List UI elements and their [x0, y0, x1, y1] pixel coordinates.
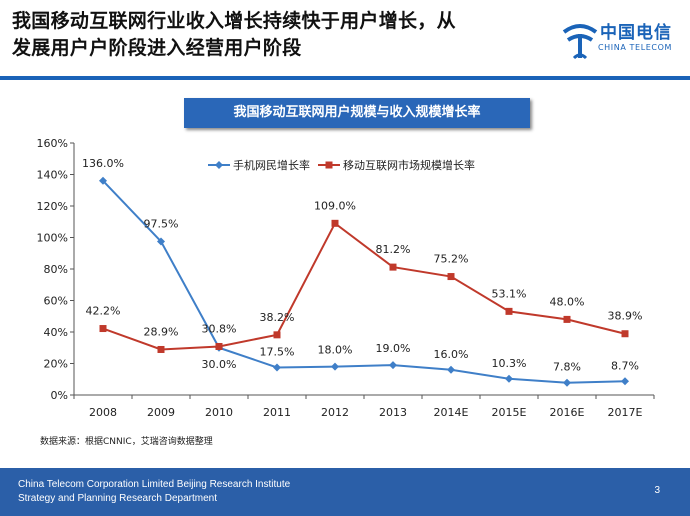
legend-label-2: 移动互联网市场规模增长率 — [343, 158, 475, 172]
title-divider — [0, 76, 690, 80]
x-tick-label: 2012 — [321, 406, 349, 419]
data-point — [157, 345, 165, 353]
slide-title-line2: 发展用户户阶段进入经营用户阶段 — [12, 37, 302, 59]
x-tick-label: 2013 — [379, 406, 407, 419]
chart-title: 我国移动互联网用户规模与收入规模增长率 — [184, 98, 530, 128]
data-point — [563, 378, 571, 387]
y-tick-label: 160% — [37, 137, 68, 150]
x-tick-label: 2008 — [89, 406, 117, 419]
data-label: 53.1% — [492, 287, 527, 300]
data-point — [621, 377, 629, 386]
legend-marker-2 — [325, 161, 333, 169]
data-label: 42.2% — [86, 305, 121, 318]
data-point — [99, 176, 107, 185]
y-tick-label: 100% — [37, 232, 68, 245]
x-tick-label: 2015E — [492, 406, 527, 419]
data-point — [389, 263, 397, 271]
data-point — [215, 342, 223, 350]
data-point — [563, 315, 571, 323]
brand-name-cn: 中国电信 — [600, 23, 672, 43]
x-tick-label: 2017E — [608, 406, 643, 419]
brand-logo: 中国电信 CHINA TELECOM — [560, 18, 680, 68]
y-tick-label: 80% — [44, 263, 68, 276]
footer-line1: China Telecom Corporation Limited Beijin… — [18, 479, 291, 490]
y-tick-label: 140% — [37, 169, 68, 182]
legend-label-1: 手机网民增长率 — [233, 158, 310, 172]
data-point — [447, 273, 455, 281]
data-point — [331, 219, 339, 227]
y-tick-label: 40% — [44, 326, 68, 339]
slide-title-line1: 我国移动互联网行业收入增长持续快于用户增长，从 — [12, 10, 456, 32]
footer-bar: China Telecom Corporation Limited Beijin… — [0, 468, 690, 516]
data-point — [99, 325, 107, 333]
data-label: 19.0% — [376, 342, 411, 355]
data-label: 75.2% — [434, 253, 469, 266]
data-label: 109.0% — [314, 199, 356, 212]
data-label: 8.7% — [611, 359, 639, 372]
data-label: 136.0% — [82, 157, 124, 170]
data-label: 38.9% — [608, 310, 643, 323]
brand-name-en: CHINA TELECOM — [598, 43, 672, 52]
y-tick-label: 20% — [44, 358, 68, 371]
data-point — [157, 237, 165, 246]
series-line-2 — [102, 221, 626, 351]
data-point — [505, 374, 513, 383]
y-tick-label: 120% — [37, 200, 68, 213]
y-tick-label: 0% — [51, 389, 68, 402]
data-point — [331, 362, 339, 371]
x-tick-label: 2011 — [263, 406, 291, 419]
data-label: 30.0% — [202, 358, 237, 371]
footer-line2: Strategy and Planning Research Departmen… — [18, 493, 218, 504]
data-point — [389, 361, 397, 370]
data-label: 48.0% — [550, 295, 585, 308]
data-label: 18.0% — [318, 344, 353, 357]
x-tick-label: 2009 — [147, 406, 175, 419]
data-label: 28.9% — [144, 325, 179, 338]
series-line-1 — [102, 180, 626, 384]
data-label: 30.8% — [202, 322, 237, 335]
data-point — [273, 363, 281, 372]
x-tick-label: 2010 — [205, 406, 233, 419]
y-tick-label: 60% — [44, 295, 68, 308]
legend-marker-1 — [215, 161, 223, 169]
data-label: 16.0% — [434, 348, 469, 361]
slide-title: 我国移动互联网行业收入增长持续快于用户增长，从 发展用户户阶段进入经营用户阶段 — [12, 8, 572, 62]
data-point — [621, 330, 629, 338]
data-point — [447, 365, 455, 374]
china-telecom-logo-icon — [562, 24, 598, 60]
growth-rate-chart: 0% 20% 40% 60% 80% 100% 120% 140% 160% 2008 2009 20… — [37, 137, 655, 419]
data-label: 17.5% — [260, 345, 295, 358]
x-tick-label: 2016E — [550, 406, 585, 419]
x-tick-label: 2014E — [434, 406, 469, 419]
data-label: 7.8% — [553, 361, 581, 374]
data-label: 97.5% — [144, 217, 179, 230]
data-label: 38.2% — [260, 311, 295, 324]
page-number: 3 — [654, 485, 660, 496]
data-label: 81.2% — [376, 243, 411, 256]
data-point — [505, 307, 513, 315]
data-point — [273, 331, 281, 339]
source-note: 数据来源：根据CNNIC，艾瑞咨询数据整理 — [40, 437, 213, 447]
data-label: 10.3% — [492, 357, 527, 370]
